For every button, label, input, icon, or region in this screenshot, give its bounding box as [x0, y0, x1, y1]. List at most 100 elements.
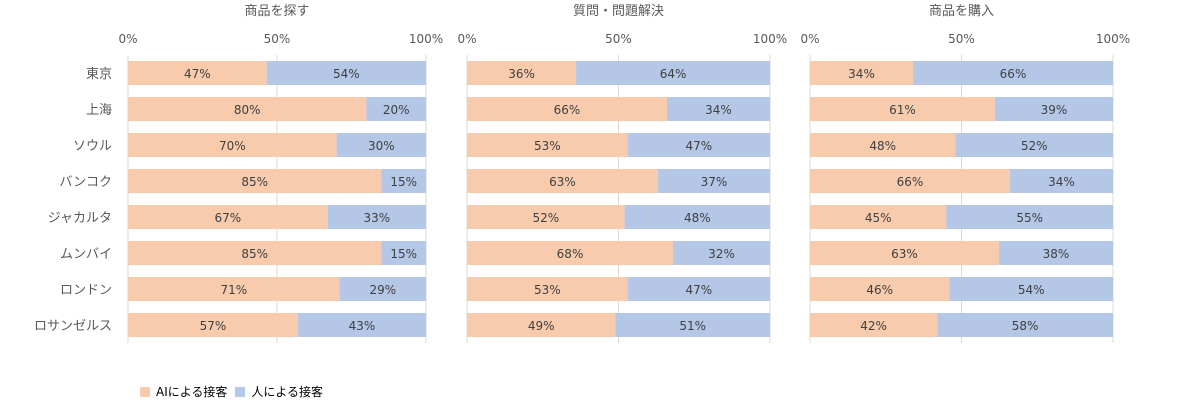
x-tick-label: 50% — [264, 32, 291, 46]
legend: AIによる接客 人による接客 — [140, 383, 323, 400]
category-label: ロサンゼルス — [34, 319, 112, 334]
category-label: 東京 — [86, 66, 112, 82]
data-label-human: 55% — [1016, 211, 1043, 225]
bar-human — [381, 241, 426, 265]
x-tick-label: 100% — [753, 32, 787, 46]
category-label: ムンバイ — [60, 247, 112, 262]
bar-ai — [128, 241, 382, 265]
data-label-ai: 34% — [848, 67, 875, 81]
data-label-ai: 36% — [508, 67, 535, 81]
bar-human — [946, 205, 1113, 229]
legend-label-human: 人による接客 — [251, 385, 324, 399]
data-label-human: 34% — [705, 103, 732, 117]
bar-human — [673, 241, 770, 265]
data-label-ai: 52% — [532, 211, 559, 225]
legend-label-ai: AIによる接客 — [156, 385, 228, 399]
x-tick-label: 100% — [409, 32, 443, 46]
x-tick-label: 50% — [948, 32, 975, 46]
data-label-ai: 63% — [549, 175, 576, 189]
bar-ai — [810, 97, 995, 121]
data-label-human: 34% — [1048, 175, 1075, 189]
category-label: ロンドン — [60, 283, 112, 298]
bar-ai — [128, 97, 367, 121]
bar-human — [624, 205, 770, 229]
data-label-ai: 70% — [219, 139, 246, 153]
x-tick-label: 50% — [605, 32, 632, 46]
data-label-ai: 85% — [241, 175, 268, 189]
bar-human — [1009, 169, 1113, 193]
data-label-ai: 63% — [891, 247, 918, 261]
data-label-human: 66% — [1000, 67, 1027, 81]
legend-swatch-human — [235, 386, 246, 397]
data-label-ai: 57% — [200, 319, 227, 333]
data-label-human: 30% — [368, 139, 395, 153]
bar-ai — [467, 205, 625, 229]
data-label-human: 52% — [1021, 139, 1048, 153]
data-label-ai: 80% — [234, 103, 261, 117]
bar-ai — [467, 313, 616, 337]
bar-human — [297, 313, 426, 337]
bar-ai — [128, 277, 340, 301]
legend-swatch-ai — [140, 386, 150, 397]
data-label-ai: 47% — [184, 67, 211, 81]
bar-human — [339, 277, 426, 301]
bar-human — [336, 133, 426, 157]
bar-human — [576, 61, 770, 85]
bar-human — [955, 133, 1113, 157]
bar-ai — [810, 169, 1010, 193]
bar-human — [666, 97, 770, 121]
data-label-human: 37% — [701, 175, 728, 189]
category-label: 上海 — [86, 103, 112, 118]
x-tick-label: 0% — [118, 32, 137, 46]
data-label-human: 58% — [1012, 319, 1039, 333]
data-label-human: 38% — [1043, 247, 1070, 261]
bar-human — [999, 241, 1113, 265]
data-label-human: 43% — [349, 319, 376, 333]
bar-human — [627, 277, 770, 301]
data-label-human: 64% — [660, 67, 687, 81]
bar-ai — [810, 61, 914, 85]
bar-ai — [810, 313, 938, 337]
bar-human — [994, 97, 1113, 121]
data-label-ai: 53% — [534, 283, 561, 297]
category-label: ソウル — [73, 139, 112, 154]
bar-ai — [128, 313, 298, 337]
data-label-human: 15% — [390, 175, 417, 189]
data-label-ai: 71% — [220, 283, 247, 297]
panel-title: 質問・問題解決 — [573, 4, 664, 19]
bar-human — [381, 169, 426, 193]
data-label-ai: 66% — [554, 103, 581, 117]
data-label-ai: 42% — [860, 319, 887, 333]
x-tick-label: 100% — [1096, 32, 1130, 46]
bar-ai — [467, 169, 658, 193]
data-label-human: 33% — [363, 211, 390, 225]
data-label-ai: 46% — [866, 283, 893, 297]
bar-ai — [810, 133, 956, 157]
bar-human — [937, 313, 1113, 337]
data-label-human: 47% — [685, 139, 712, 153]
bar-ai — [810, 277, 950, 301]
bar-human — [266, 61, 426, 85]
data-label-ai: 61% — [889, 103, 916, 117]
x-tick-label: 0% — [457, 32, 476, 46]
bar-ai — [467, 241, 674, 265]
bar-ai — [128, 133, 337, 157]
data-label-human: 54% — [333, 67, 360, 81]
data-label-ai: 49% — [528, 319, 555, 333]
bar-ai — [128, 205, 328, 229]
data-label-ai: 68% — [557, 247, 584, 261]
bar-human — [913, 61, 1113, 85]
bar-ai — [467, 97, 667, 121]
data-label-ai: 45% — [865, 211, 892, 225]
data-label-ai: 67% — [214, 211, 241, 225]
data-label-human: 54% — [1018, 283, 1045, 297]
bar-ai — [810, 205, 947, 229]
bar-human — [615, 313, 770, 337]
data-label-ai: 66% — [897, 175, 924, 189]
bar-ai — [467, 277, 628, 301]
data-label-human: 39% — [1041, 103, 1068, 117]
data-label-ai: 85% — [241, 247, 268, 261]
data-label-human: 51% — [679, 319, 706, 333]
